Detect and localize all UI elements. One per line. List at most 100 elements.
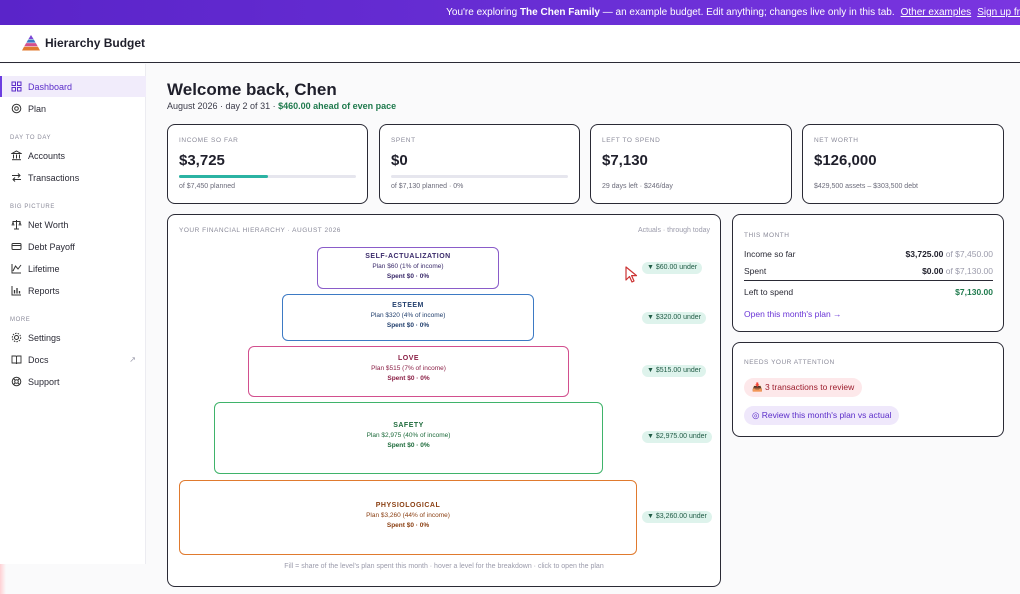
sidebar-item-docs[interactable]: Docs ↗	[0, 349, 146, 370]
net-worth-card[interactable]: NET WORTH $126,000 $429,500 assets – $30…	[802, 124, 1004, 204]
grid-icon	[11, 81, 22, 92]
panel-note: Actuals · through today	[638, 227, 710, 234]
sidebar: Dashboard Plan DAY TO DAY Accounts Trans…	[0, 64, 146, 564]
level-plan: Plan $2,975 (40% of income)	[366, 432, 451, 439]
card-label: SPENT	[391, 137, 416, 144]
sidebar-item-label: Debt Payoff	[28, 241, 75, 252]
under-badge: ▼ $2,975.00 under	[642, 431, 712, 443]
card-label: NEEDS YOUR ATTENTION	[744, 359, 835, 366]
open-plan-link[interactable]: Open this month's plan →	[744, 309, 842, 319]
row-label: Income so far	[744, 249, 796, 259]
bars-icon	[11, 285, 22, 296]
row-value: $0.00 of $7,130.00	[922, 266, 993, 276]
row-value: $7,130.00	[955, 287, 993, 297]
level-plan: Plan $515 (7% of income)	[371, 365, 446, 372]
level-self-actualization[interactable]: SELF-ACTUALIZATION Plan $60 (1% of incom…	[317, 247, 499, 289]
sidebar-item-settings[interactable]: Settings	[0, 327, 146, 348]
sidebar-item-label: Dashboard	[28, 81, 73, 92]
under-badge: ▼ $60.00 under	[642, 262, 703, 274]
sidebar-item-label: Lifetime	[28, 263, 60, 274]
level-name: SAFETY	[393, 422, 424, 429]
section-big-picture: BIG PICTURE	[10, 204, 55, 210]
under-badge: ▼ $320.00 under	[642, 312, 707, 324]
left-to-spend-card[interactable]: LEFT TO SPEND $7,130 29 days left · $246…	[590, 124, 792, 204]
sign-up-link[interactable]: Sign up fr	[977, 7, 1020, 18]
card-sub: of $7,130 planned · 0%	[391, 183, 464, 190]
card-icon	[11, 241, 22, 252]
level-name: LOVE	[397, 355, 420, 362]
spent-progress-bar	[391, 175, 568, 178]
card-label: THIS MONTH	[744, 232, 790, 239]
level-esteem[interactable]: ESTEEM Plan $320 (4% of income) Spent $0…	[282, 294, 534, 341]
panel-footer: Fill = share of the level's plan spent t…	[284, 563, 604, 570]
month-row-income: Income so far $3,725.00 of $7,450.00	[744, 249, 993, 259]
gear-icon	[11, 332, 22, 343]
level-plan: Plan $3,260 (44% of income)	[366, 512, 450, 519]
card-value: $3,725	[179, 152, 225, 169]
under-badge: ▼ $515.00 under	[642, 365, 707, 377]
level-spent: Spent $0 · 0%	[387, 375, 430, 382]
book-icon	[11, 354, 22, 365]
sidebar-item-label: Docs	[28, 354, 49, 365]
spent-card[interactable]: SPENT $0 of $7,130 planned · 0%	[379, 124, 580, 204]
sidebar-item-label: Reports	[28, 285, 60, 296]
chart-icon	[11, 263, 22, 274]
level-spent: Spent $0 · 0%	[386, 322, 430, 329]
level-plan: Plan $320 (4% of income)	[370, 312, 446, 319]
row-of: of $7,450.00	[943, 249, 993, 259]
panel-title: YOUR FINANCIAL HIERARCHY · AUGUST 2026	[179, 227, 341, 234]
sidebar-item-label: Settings	[28, 332, 61, 343]
page-title: Welcome back, Chen	[167, 80, 337, 99]
mouse-cursor-icon	[625, 266, 638, 283]
card-sub: $429,500 assets – $303,500 debt	[814, 183, 918, 190]
sidebar-item-accounts[interactable]: Accounts	[0, 145, 146, 166]
banner-prefix: You're exploring	[446, 7, 520, 18]
this-month-card: THIS MONTH Income so far $3,725.00 of $7…	[732, 214, 1004, 332]
scale-icon	[11, 219, 22, 230]
sidebar-item-label: Transactions	[28, 172, 80, 183]
sidebar-item-net-worth[interactable]: Net Worth	[0, 214, 146, 235]
divider	[744, 280, 993, 281]
review-transactions-button[interactable]: 📥 3 transactions to review	[744, 378, 863, 397]
card-sub: 29 days left · $246/day	[602, 183, 673, 190]
card-value: $7,130	[602, 152, 648, 169]
sidebar-item-label: Accounts	[28, 150, 66, 161]
level-name: ESTEEM	[392, 302, 424, 309]
sidebar-item-lifetime[interactable]: Lifetime	[0, 258, 146, 279]
sidebar-item-support[interactable]: Support	[0, 371, 146, 392]
sidebar-item-transactions[interactable]: Transactions	[0, 167, 146, 188]
app-title[interactable]: Hierarchy Budget	[45, 36, 146, 50]
row-amount: $3,725.00	[905, 249, 944, 259]
level-spent: Spent $0 · 0%	[386, 273, 430, 280]
row-amount: $0.00	[922, 266, 944, 276]
income-card[interactable]: INCOME SO FAR $3,725 of $7,450 planned	[167, 124, 368, 204]
sidebar-item-plan[interactable]: Plan	[0, 98, 146, 119]
target-icon	[11, 103, 22, 114]
card-label: NET WORTH	[814, 137, 859, 144]
sidebar-item-label: Net Worth	[28, 219, 69, 230]
banner-family: The Chen Family	[519, 7, 600, 18]
arrows-icon	[11, 172, 22, 183]
section-day-to-day: DAY TO DAY	[10, 135, 52, 141]
external-link-icon: ↗	[129, 355, 136, 364]
under-badge: ▼ $3,260.00 under	[642, 511, 712, 523]
other-examples-link[interactable]: Other examples	[900, 7, 972, 18]
level-physiological[interactable]: PHYSIOLOGICAL Plan $3,260 (44% of income…	[179, 480, 637, 555]
row-of: of $7,130.00	[943, 266, 993, 276]
bank-icon	[10, 150, 23, 161]
level-plan: Plan $60 (1% of income)	[372, 263, 444, 270]
row-amount: $7,130.00	[955, 287, 993, 297]
sidebar-item-reports[interactable]: Reports	[0, 280, 146, 301]
row-label: Left to spend	[744, 287, 794, 297]
sidebar-item-dashboard[interactable]: Dashboard	[0, 76, 146, 97]
income-progress-fill	[179, 175, 268, 178]
level-spent: Spent $0 · 0%	[386, 522, 430, 529]
sidebar-item-debt-payoff[interactable]: Debt Payoff	[0, 236, 146, 257]
level-safety[interactable]: SAFETY Plan $2,975 (40% of income) Spent…	[214, 402, 603, 474]
review-plan-button[interactable]: ◎ Review this month's plan vs actual	[744, 406, 900, 425]
date-text: August 2026 · day 2 of 31 ·	[167, 101, 279, 111]
banner-suffix: — an example budget. Edit anything; chan…	[599, 7, 895, 18]
month-row-left: Left to spend $7,130.00	[744, 287, 993, 297]
income-progress-bar	[179, 175, 356, 178]
level-love[interactable]: LOVE Plan $515 (7% of income) Spent $0 ·…	[248, 346, 569, 397]
